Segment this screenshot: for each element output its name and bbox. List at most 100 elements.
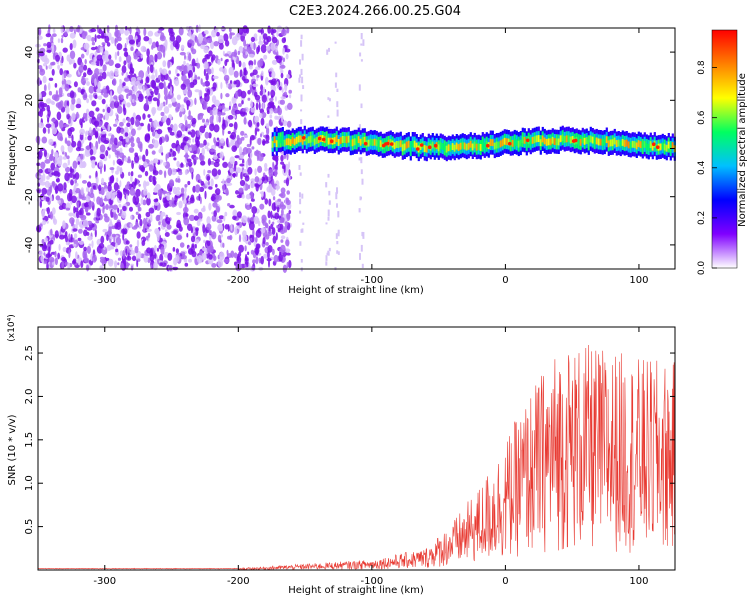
noise-blob: [191, 243, 195, 248]
spectrogram-y-label: Frequency (Hz): [7, 110, 18, 186]
noise-blob: [169, 31, 175, 37]
band-core: [395, 141, 398, 148]
noise-blob: [115, 24, 118, 33]
noise-blob: [110, 192, 116, 201]
noise-blob: [175, 248, 179, 254]
noise-blob: [188, 39, 194, 44]
noise-blob: [224, 107, 230, 112]
noise-blob: [50, 42, 55, 50]
noise-blob: [104, 50, 109, 56]
noise-blob: [67, 73, 72, 78]
noise-blob: [252, 259, 256, 264]
noise-blob: [275, 232, 278, 241]
noise-blob: [148, 143, 154, 149]
band-peak: [363, 141, 368, 146]
spectrogram-marks: [35, 24, 676, 273]
noise-blob: [119, 147, 123, 153]
noise-blob: [277, 198, 282, 203]
noise-blob: [260, 117, 265, 126]
noise-blob: [245, 107, 249, 112]
noise-blob: [72, 228, 78, 232]
noise-blob: [75, 111, 79, 119]
noise-blob: [158, 169, 163, 175]
noise-blob: [163, 106, 170, 114]
noise-blob: [246, 263, 249, 268]
band-peak: [385, 141, 390, 146]
noise-blob: [86, 34, 92, 42]
noise-blob: [244, 134, 249, 139]
noise-blob: [228, 123, 234, 128]
noise-blob: [284, 248, 291, 253]
noise-blob: [98, 243, 105, 249]
noise-blob: [52, 215, 56, 224]
noise-blob: [146, 197, 151, 206]
noise-blob: [206, 216, 211, 225]
faint-streak: [362, 233, 364, 237]
noise-blob: [73, 81, 78, 88]
noise-blob: [260, 133, 262, 138]
band-core: [507, 138, 510, 146]
noise-blob: [145, 235, 149, 241]
noise-blob: [100, 186, 105, 196]
noise-blob: [114, 68, 119, 76]
y-tick-label: 2.5: [24, 345, 35, 361]
noise-blob: [114, 100, 120, 109]
noise-blob: [171, 168, 177, 176]
noise-blob: [91, 240, 94, 249]
noise-blob: [285, 53, 289, 60]
noise-blob: [245, 193, 251, 200]
faint-streak: [358, 124, 361, 131]
noise-blob: [38, 150, 43, 158]
faint-streak: [327, 216, 330, 221]
band-core: [603, 138, 606, 146]
noise-blob: [122, 118, 126, 124]
noise-blob: [39, 200, 43, 208]
noise-blob: [48, 64, 53, 70]
noise-blob: [124, 29, 129, 36]
noise-blob: [204, 30, 209, 35]
noise-blob: [206, 240, 211, 247]
faint-streak: [326, 252, 329, 256]
noise-blob: [180, 162, 184, 168]
noise-blob: [218, 43, 224, 50]
faint-streak: [328, 200, 331, 205]
noise-blob: [159, 137, 163, 145]
noise-blob: [85, 195, 91, 203]
band-core: [447, 144, 450, 152]
band-core: [297, 135, 300, 143]
band-core: [537, 135, 540, 142]
noise-blob: [119, 121, 124, 127]
faint-streak: [360, 196, 362, 200]
noise-blob: [116, 177, 119, 183]
faint-streak: [358, 157, 361, 161]
noise-blob: [216, 114, 219, 123]
noise-blob: [239, 163, 245, 167]
noise-blob: [220, 82, 223, 90]
noise-blob: [154, 228, 160, 235]
noise-blob: [96, 34, 102, 39]
band-core: [425, 145, 428, 153]
noise-blob: [154, 86, 159, 96]
noise-blob: [64, 231, 68, 237]
noise-blob: [57, 252, 60, 260]
noise-blob: [202, 224, 206, 234]
noise-blob: [209, 109, 213, 116]
noise-blob: [228, 27, 232, 33]
noise-blob: [99, 153, 106, 160]
noise-blob: [52, 28, 56, 33]
noise-blob: [231, 145, 237, 153]
noise-blob: [109, 103, 113, 108]
noise-blob: [54, 257, 59, 266]
band-core: [455, 142, 458, 150]
noise-blob: [115, 119, 119, 125]
noise-blob: [174, 130, 177, 137]
band-core: [423, 145, 426, 152]
noise-blob: [262, 86, 266, 96]
noise-blob: [89, 148, 94, 156]
noise-blob: [175, 254, 180, 263]
noise-blob: [81, 30, 87, 40]
noise-blob: [131, 160, 135, 170]
noise-blob: [236, 253, 240, 262]
noise-blob: [152, 108, 155, 116]
noise-blob: [184, 262, 189, 267]
